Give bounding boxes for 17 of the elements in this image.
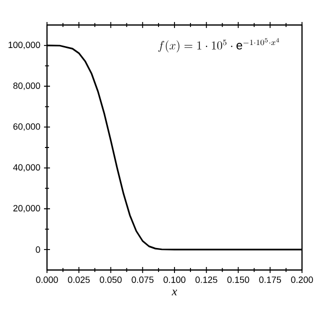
x-tick-label: 0.125 bbox=[195, 276, 218, 283]
x-tick-label: 0.100 bbox=[164, 276, 186, 283]
x-tick-label: 0.075 bbox=[132, 276, 154, 283]
x-tick-label: 0.000 bbox=[36, 276, 58, 283]
y-tick-label: 60,000 bbox=[13, 123, 40, 131]
annotation: $f(x)=1\cdot 10^{5}\cdot \mathrm{e}^{-1\cdot 10^{5}\cdot x^{4}}$ bbox=[158, 38, 280, 52]
x-tick-label: 0.200 bbox=[291, 276, 313, 283]
x-axis-title: x bbox=[172, 290, 178, 296]
y-tick-label: 20,000 bbox=[13, 205, 40, 212]
x-tick-label: 0.150 bbox=[227, 276, 250, 283]
x-tick-label: 0.025 bbox=[68, 276, 90, 283]
y-tick-label: 0 bbox=[36, 246, 40, 253]
x-tick-label: 0.175 bbox=[259, 276, 282, 283]
y-tick-label: 80,000 bbox=[13, 82, 40, 90]
x-tick-label: 0.050 bbox=[100, 276, 122, 283]
y-tick-label: 100,000 bbox=[8, 42, 40, 50]
y-tick-label: 40,000 bbox=[13, 164, 40, 172]
